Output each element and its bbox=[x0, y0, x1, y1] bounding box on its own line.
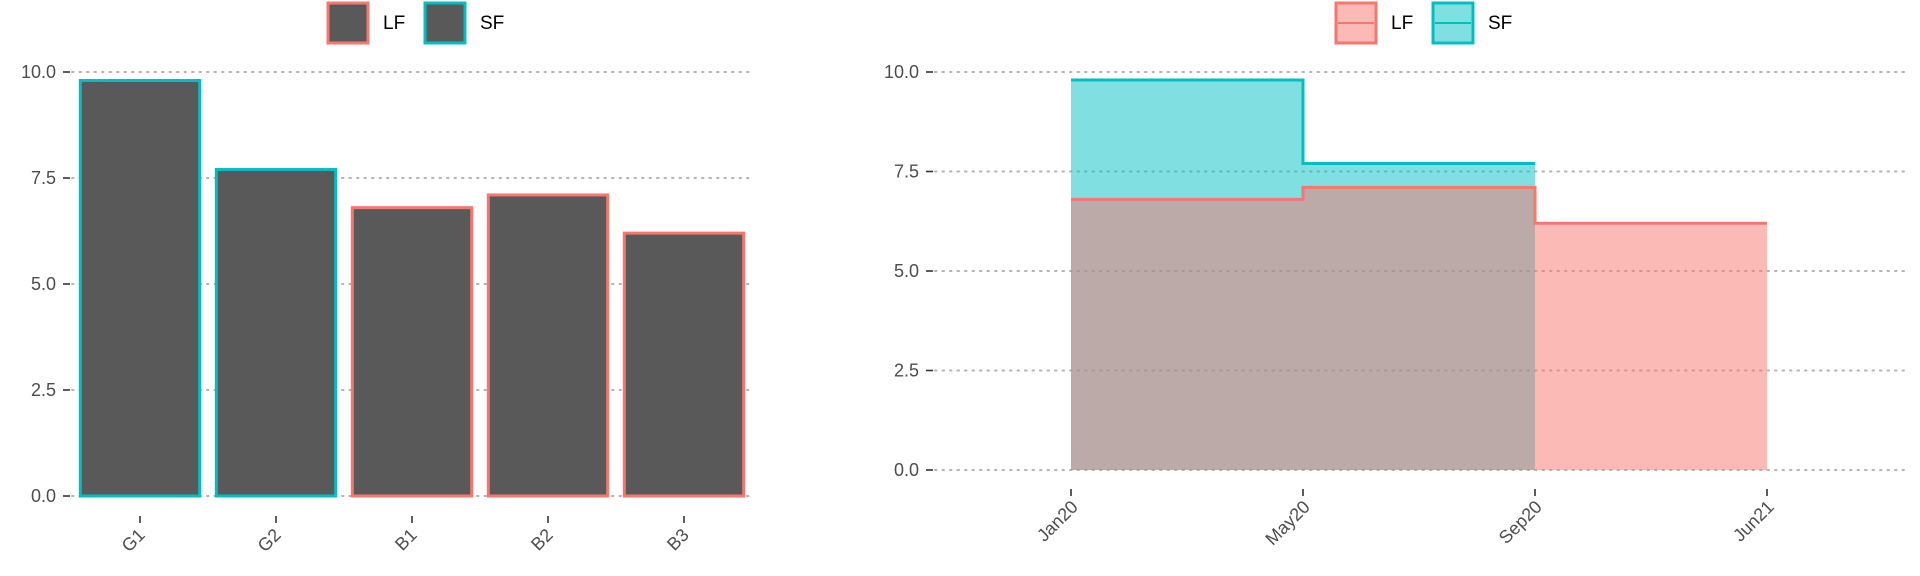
area-chart-y-axis: 0.0 2.5 5.0 7.5 10.0 bbox=[884, 62, 933, 480]
legend-label-lf: LF bbox=[1391, 13, 1413, 34]
bar-chart-x-tick-label: G2 bbox=[254, 525, 285, 556]
bar-chart-y-tick-label: 5.0 bbox=[31, 274, 56, 294]
bar-chart-x-tick-label: G1 bbox=[118, 525, 149, 556]
legend-label-sf: SF bbox=[1488, 13, 1512, 34]
bar-b1 bbox=[350, 206, 474, 498]
area-chart-x-axis: Jan20 May20 Sep20 Jun21 bbox=[1033, 489, 1778, 549]
bar-chart-legend: LF SF bbox=[326, 1, 504, 45]
bar-chart: 0.0 2.5 5.0 7.5 10.0 G1 G2 B1 B2 B3 LF SF bbox=[21, 1, 753, 556]
bar-chart-y-axis: 0.0 2.5 5.0 7.5 10.0 bbox=[21, 62, 70, 506]
area-chart-x-tick-label: May20 bbox=[1261, 497, 1313, 549]
bar-chart-bars bbox=[78, 78, 746, 498]
bar-g1 bbox=[78, 78, 202, 498]
area-chart-legend: LF SF bbox=[1334, 1, 1512, 45]
bar-b3 bbox=[622, 231, 746, 498]
area-chart: 0.0 2.5 5.0 7.5 10.0 Jan20 May20 Sep20 Jun21 LF… bbox=[884, 1, 1911, 549]
bar-b2 bbox=[486, 193, 610, 498]
area-chart-y-tick-label: 7.5 bbox=[894, 162, 919, 182]
area-chart-x-tick-label: Jun21 bbox=[1729, 497, 1778, 546]
bar-chart-x-tick-label: B2 bbox=[527, 525, 557, 555]
legend-key-lf bbox=[326, 1, 370, 45]
bar-chart-y-tick-label: 7.5 bbox=[31, 168, 56, 188]
bar-chart-x-axis: G1 G2 B1 B2 B3 bbox=[118, 516, 693, 556]
area-lf-line bbox=[1071, 185, 1767, 225]
bar-g2 bbox=[214, 168, 338, 498]
area-chart-x-tick-label: Sep20 bbox=[1495, 497, 1546, 548]
area-chart-x-tick-label: Jan20 bbox=[1033, 497, 1082, 546]
bar-chart-x-tick-label: B1 bbox=[391, 525, 421, 555]
area-chart-areas bbox=[1071, 78, 1767, 471]
bar-chart-x-tick-label: B3 bbox=[663, 525, 693, 555]
legend-label-sf: SF bbox=[480, 13, 504, 34]
legend-key-sf bbox=[423, 1, 467, 45]
area-lf-fill bbox=[1071, 187, 1767, 471]
area-sf-line bbox=[1071, 78, 1535, 166]
area-chart-y-tick-label: 2.5 bbox=[894, 361, 919, 381]
area-chart-y-tick-label: 0.0 bbox=[894, 460, 919, 480]
area-chart-y-tick-label: 5.0 bbox=[894, 261, 919, 281]
bar-chart-y-tick-label: 10.0 bbox=[21, 62, 56, 82]
bar-chart-y-tick-label: 0.0 bbox=[31, 486, 56, 506]
legend-label-lf: LF bbox=[383, 13, 405, 34]
bar-chart-y-tick-label: 2.5 bbox=[31, 380, 56, 400]
area-chart-y-tick-label: 10.0 bbox=[884, 62, 919, 82]
